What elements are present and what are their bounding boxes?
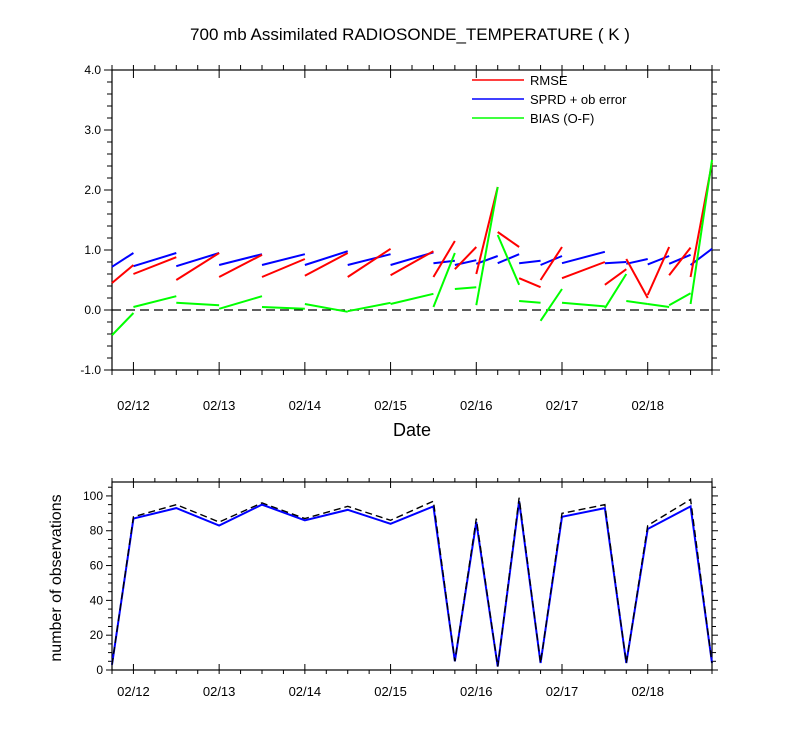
rmse-line-segment: [261, 258, 306, 278]
bias-o-f-line-segment: [218, 295, 263, 310]
x-tick-label: 02/17: [546, 398, 579, 413]
observations-possible-line: [111, 497, 713, 667]
top-plot-panel: -1.0 0.0 1.0 2.0 3.0 4.0 02/12 02/13 02/14 02/15 0…: [80, 63, 720, 413]
rmse-line-segment: [561, 261, 606, 280]
y-tick-label: 0.0: [84, 303, 101, 317]
y-tick-label: 20: [90, 628, 104, 642]
legend: RMSE SPRD + ob error BIAS (O-F): [472, 73, 627, 126]
chart-title: 700 mb Assimilated RADIOSONDE_TEMPERATUR…: [190, 25, 630, 44]
x-tick-label: 02/14: [289, 398, 322, 413]
rmse-line-segment: [497, 231, 520, 248]
sprd-ob-error-line-segment: [454, 259, 477, 266]
y-tick-label: 60: [90, 559, 104, 573]
x-tick-label: 02/18: [631, 684, 664, 699]
x-tick-label: 02/17: [546, 684, 579, 699]
y-tick-label: 2.0: [84, 183, 101, 197]
sprd-ob-error-line-segment: [540, 255, 563, 266]
sprd-ob-error-line-segment: [111, 252, 134, 268]
x-tick-label: 02/13: [203, 398, 236, 413]
sprd-ob-error-line-segment: [519, 259, 541, 265]
bias-o-f-line-segment: [390, 292, 434, 305]
x-tick-label: 02/15: [374, 684, 407, 699]
x-tick-label: 02/18: [631, 398, 664, 413]
x-tick-label: 02/16: [460, 398, 493, 413]
sprd-ob-error-line-segment: [626, 258, 648, 265]
legend-label: SPRD + ob error: [530, 92, 627, 107]
bias-o-f-line-segment: [432, 252, 456, 308]
sprd-ob-error-line-segment: [647, 255, 670, 266]
rmse-line-segment: [347, 247, 392, 278]
y-tick-label: -1.0: [80, 363, 101, 377]
bias-o-f-line-segment: [261, 306, 305, 310]
bias-o-f-line-segment: [519, 300, 541, 304]
bias-o-f-line-segment: [496, 234, 521, 286]
y-tick-label: 40: [90, 593, 104, 607]
bias-o-f-line-segment: [689, 159, 713, 305]
rmse-line-segment: [625, 258, 649, 299]
rmse-line-segment: [454, 246, 478, 270]
x-tick-label: 02/13: [203, 684, 236, 699]
bias-o-f-line-segment: [133, 295, 177, 308]
y-tick-label: 1.0: [84, 243, 101, 257]
y-tick-label: 80: [90, 524, 104, 538]
sprd-ob-error-line-segment: [561, 250, 606, 265]
rmse-line-segment: [304, 252, 349, 277]
legend-label: BIAS (O-F): [530, 111, 594, 126]
rmse-line-segment: [646, 246, 671, 296]
rmse-line-segment: [111, 264, 135, 284]
bias-o-f-line-segment: [176, 301, 220, 307]
y-tick-label: 0: [96, 663, 103, 677]
rmse-line-segment: [218, 253, 263, 278]
sprd-ob-error-line-segment: [347, 253, 391, 266]
x-tick-label: 02/14: [289, 684, 322, 699]
rmse-line-segment: [175, 252, 220, 281]
bottom-plot-panel: 0 20 40 60 80 100 02/12 02/13 02/14 02/15 02/16 02/…: [83, 478, 718, 699]
rmse-line-segment: [432, 240, 456, 278]
rmse-line-segment: [518, 277, 541, 289]
sprd-ob-error-line-segment: [175, 252, 220, 268]
rmse-line-segment: [133, 256, 177, 275]
bias-o-f-line-segment: [647, 303, 670, 308]
y-tick-label: 4.0: [84, 63, 101, 77]
bias-o-f-line-segment: [626, 300, 648, 305]
bias-o-f-line-segment: [454, 286, 477, 290]
x-tick-label: 02/16: [460, 684, 493, 699]
plot-frame: [111, 69, 713, 371]
observations-used-line: [111, 501, 713, 667]
sprd-ob-error-line-segment: [261, 253, 306, 266]
x-tick-label: 02/12: [117, 684, 150, 699]
bias-o-f-line-segment: [347, 301, 391, 313]
sprd-ob-error-line-segment: [218, 253, 263, 266]
sprd-ob-error-line-segment: [668, 253, 691, 265]
sprd-ob-error-line-segment: [304, 250, 349, 266]
rmse-line-segment: [604, 268, 627, 286]
rmse-line-segment: [539, 246, 563, 281]
x-tick-label: 02/15: [374, 398, 407, 413]
legend-label: RMSE: [530, 73, 568, 88]
bias-o-f-line-segment: [539, 288, 563, 322]
bias-o-f-line-segment: [668, 292, 692, 307]
x-tick-label: 02/12: [117, 398, 150, 413]
sprd-ob-error-line-segment: [133, 252, 177, 268]
y-tick-label: 100: [83, 489, 103, 503]
rmse-line-segment: [668, 246, 692, 276]
top-x-axis-label: Date: [393, 420, 431, 440]
bias-o-f-line-segment: [561, 301, 605, 308]
bias-o-f-line-segment: [304, 303, 348, 313]
bias-o-f-line-segment: [111, 312, 135, 336]
bias-o-f-line-segment: [604, 273, 628, 309]
bias-o-f-line-segment: [475, 186, 499, 306]
sprd-ob-error-line-segment: [604, 261, 627, 265]
bottom-y-axis-label: number of observations: [48, 494, 65, 661]
y-tick-label: 3.0: [84, 123, 101, 137]
rmse-line-segment: [390, 250, 434, 277]
